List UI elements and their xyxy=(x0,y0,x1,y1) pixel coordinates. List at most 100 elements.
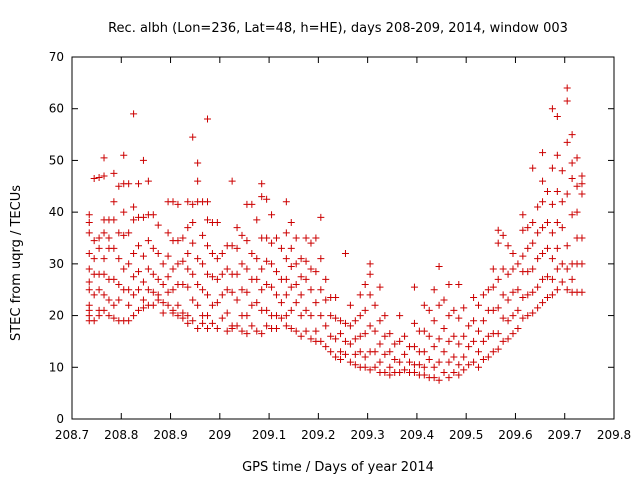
data-point xyxy=(524,312,532,320)
data-point xyxy=(317,286,325,294)
data-point xyxy=(563,265,571,273)
data-point xyxy=(415,361,423,369)
data-point xyxy=(208,319,216,327)
data-point xyxy=(297,332,305,340)
data-point xyxy=(450,332,458,340)
data-point xyxy=(115,255,123,263)
data-point xyxy=(425,332,433,340)
data-point xyxy=(297,312,305,320)
data-point xyxy=(366,291,374,299)
data-point xyxy=(169,286,177,294)
data-point xyxy=(484,286,492,294)
data-point xyxy=(346,322,354,330)
data-point xyxy=(85,278,93,286)
data-point xyxy=(494,330,502,338)
data-point xyxy=(110,244,118,252)
data-point xyxy=(460,366,468,374)
data-point xyxy=(470,317,478,325)
data-point xyxy=(292,281,300,289)
data-point xyxy=(351,350,359,358)
data-point xyxy=(470,358,478,366)
data-point xyxy=(139,304,147,312)
data-point xyxy=(125,260,133,268)
data-point xyxy=(475,363,482,371)
data-point xyxy=(199,231,207,239)
data-point xyxy=(539,250,547,258)
data-point xyxy=(258,180,266,188)
data-point xyxy=(519,226,527,234)
data-point xyxy=(519,252,527,260)
data-point xyxy=(366,322,374,330)
data-point xyxy=(130,273,138,281)
data-point xyxy=(327,348,335,356)
data-point xyxy=(189,218,197,226)
data-point xyxy=(130,312,138,320)
data-point xyxy=(302,234,310,242)
data-point xyxy=(268,239,276,247)
data-point xyxy=(563,84,571,92)
data-point xyxy=(341,250,349,258)
data-point xyxy=(277,299,285,307)
data-point xyxy=(460,304,468,312)
data-point xyxy=(420,327,428,335)
data-point xyxy=(494,345,502,353)
y-tick-label: 20 xyxy=(49,309,64,323)
y-tick-label: 70 xyxy=(49,50,64,64)
data-point xyxy=(110,216,118,224)
data-point xyxy=(204,216,211,224)
data-point xyxy=(204,291,211,299)
data-point xyxy=(346,340,354,348)
data-point xyxy=(322,275,330,283)
data-point xyxy=(553,286,561,294)
data-point xyxy=(307,312,315,320)
data-point xyxy=(268,211,276,219)
data-point xyxy=(248,250,256,258)
data-point xyxy=(292,299,300,307)
data-point xyxy=(85,286,93,294)
data-point xyxy=(85,265,93,273)
data-point xyxy=(553,265,561,273)
data-point xyxy=(376,340,384,348)
data-point xyxy=(440,325,448,332)
data-point xyxy=(218,250,226,258)
data-point xyxy=(189,270,197,278)
data-point xyxy=(253,216,261,224)
data-point xyxy=(440,368,448,376)
data-point xyxy=(184,319,192,327)
data-point xyxy=(337,356,345,364)
data-point xyxy=(494,239,502,247)
data-point xyxy=(100,306,108,314)
data-point xyxy=(494,304,502,312)
x-tick-label: 209.4 xyxy=(400,428,434,442)
data-point xyxy=(568,131,576,139)
data-point xyxy=(154,250,162,258)
data-point xyxy=(149,270,157,278)
data-point xyxy=(568,211,576,219)
data-point xyxy=(154,275,162,283)
data-point xyxy=(302,306,310,314)
data-point xyxy=(189,296,197,304)
data-point xyxy=(194,255,202,263)
data-point xyxy=(430,317,438,325)
data-point xyxy=(248,301,256,309)
data-point xyxy=(263,234,271,242)
data-point xyxy=(164,301,172,309)
data-point xyxy=(558,260,566,268)
data-point xyxy=(95,244,103,252)
data-point xyxy=(297,273,305,281)
data-point xyxy=(337,317,345,325)
x-tick-label: 209 xyxy=(208,428,231,442)
data-point xyxy=(135,268,143,276)
data-point xyxy=(100,229,108,237)
data-point xyxy=(258,330,266,338)
data-point xyxy=(356,291,364,299)
data-point xyxy=(317,255,325,263)
data-point xyxy=(509,265,517,273)
data-point xyxy=(396,312,404,320)
data-point xyxy=(543,244,551,252)
data-point xyxy=(509,330,517,338)
data-point xyxy=(534,203,542,211)
data-point xyxy=(179,234,187,242)
data-point xyxy=(420,371,428,379)
data-point xyxy=(543,273,551,281)
